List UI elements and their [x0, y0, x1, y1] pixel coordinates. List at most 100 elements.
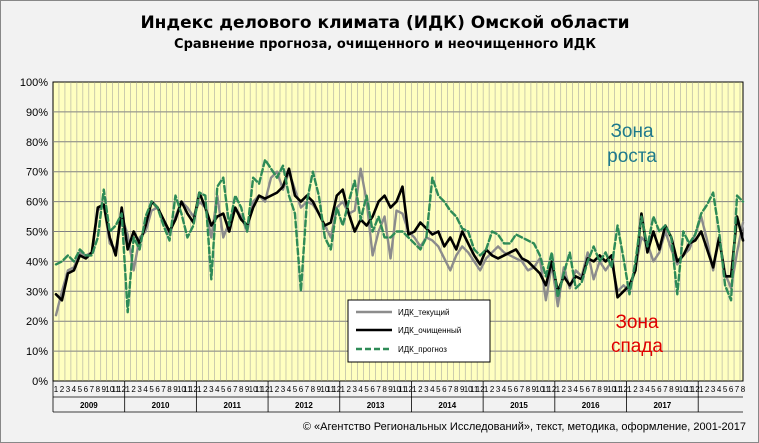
- x-month-label: 8: [311, 385, 316, 394]
- x-month-label: 7: [520, 385, 525, 394]
- x-month-label: 9: [388, 385, 393, 394]
- x-month-label: 5: [78, 385, 83, 394]
- x-month-label: 9: [245, 385, 250, 394]
- x-month-label: 6: [585, 385, 590, 394]
- x-month-label: 9: [532, 385, 537, 394]
- x-month-label: 7: [735, 385, 740, 394]
- x-month-label: 10: [607, 385, 616, 394]
- x-month-label: 1: [484, 385, 489, 394]
- x-month-label: 7: [448, 385, 453, 394]
- x-month-label: 4: [717, 385, 722, 394]
- y-tick-label: 0%: [32, 376, 48, 388]
- x-month-label: 1: [699, 385, 704, 394]
- footer-copyright: © «Агентство Региональных Исследований»,…: [303, 421, 746, 433]
- x-month-label: 6: [442, 385, 447, 394]
- x-month-label: 2: [203, 385, 208, 394]
- x-year-label: 2009: [80, 401, 98, 410]
- x-month-label: 4: [143, 385, 148, 394]
- x-month-label: 5: [579, 385, 584, 394]
- x-year-label: 2012: [295, 401, 313, 410]
- x-month-label: 5: [149, 385, 154, 394]
- x-month-label: 2: [346, 385, 351, 394]
- x-month-label: 11: [183, 385, 192, 394]
- x-month-label: 8: [167, 385, 172, 394]
- x-month-label: 7: [663, 385, 668, 394]
- x-month-label: 11: [685, 385, 694, 394]
- x-month-label: 1: [556, 385, 561, 394]
- x-month-label: 2: [490, 385, 495, 394]
- x-month-label: 12: [332, 385, 341, 394]
- x-month-label: 11: [112, 385, 121, 394]
- x-month-label: 5: [364, 385, 369, 394]
- legend-label-current: ИДК_текущий: [398, 308, 449, 317]
- x-month-label: 9: [102, 385, 107, 394]
- y-tick-label: 20%: [26, 316, 48, 328]
- x-year-label: 2016: [582, 401, 600, 410]
- chart-title: Индекс делового климата (ИДК) Омской обл…: [140, 13, 629, 33]
- x-month-label: 5: [436, 385, 441, 394]
- x-month-label: 7: [161, 385, 166, 394]
- x-month-label: 9: [317, 385, 322, 394]
- y-tick-label: 40%: [26, 256, 48, 268]
- x-year-label: 2017: [653, 401, 671, 410]
- x-month-label: 2: [418, 385, 423, 394]
- x-month-label: 8: [526, 385, 531, 394]
- x-month-label: 4: [72, 385, 77, 394]
- chart-subtitle: Сравнение прогноза, очищенного и неочище…: [174, 37, 596, 52]
- x-month-label: 10: [249, 385, 258, 394]
- x-month-label: 12: [189, 385, 198, 394]
- x-month-label: 4: [645, 385, 650, 394]
- zone-down-line1: Зона: [615, 312, 659, 333]
- x-month-label: 2: [705, 385, 710, 394]
- x-month-label: 5: [723, 385, 728, 394]
- y-tick-label: 10%: [26, 346, 48, 358]
- x-month-label: 12: [547, 385, 556, 394]
- x-month-label: 5: [508, 385, 513, 394]
- x-month-label: 7: [90, 385, 95, 394]
- x-month-label: 4: [215, 385, 220, 394]
- x-month-label: 2: [633, 385, 638, 394]
- x-month-label: 11: [613, 385, 622, 394]
- x-month-label: 2: [131, 385, 136, 394]
- x-year-label: 2015: [510, 401, 528, 410]
- x-month-label: 3: [424, 385, 429, 394]
- x-month-label: 1: [412, 385, 417, 394]
- x-month-label: 7: [376, 385, 381, 394]
- x-month-label: 4: [287, 385, 292, 394]
- x-month-label: 8: [741, 385, 746, 394]
- x-month-label: 10: [679, 385, 688, 394]
- x-month-label: 3: [352, 385, 357, 394]
- x-month-label: 11: [542, 385, 551, 394]
- x-month-label: 3: [209, 385, 214, 394]
- x-month-label: 3: [639, 385, 644, 394]
- x-month-label: 10: [177, 385, 186, 394]
- x-month-label: 8: [96, 385, 101, 394]
- x-month-label: 6: [84, 385, 89, 394]
- x-month-label: 2: [60, 385, 65, 394]
- x-month-label: 11: [470, 385, 479, 394]
- legend-label-cleaned: ИДК_очищенный: [398, 326, 461, 335]
- x-month-label: 6: [155, 385, 160, 394]
- x-month-label: 1: [341, 385, 346, 394]
- x-month-label: 8: [597, 385, 602, 394]
- x-month-label: 10: [392, 385, 401, 394]
- y-axis-ticks: 0% 10% 20% 30% 40% 50% 60% 70% 80% 90% 100%: [20, 77, 48, 388]
- x-month-label: 7: [305, 385, 310, 394]
- x-month-label: 6: [514, 385, 519, 394]
- x-month-label: 2: [562, 385, 567, 394]
- x-month-label: 6: [729, 385, 734, 394]
- x-month-label: 8: [454, 385, 459, 394]
- x-month-label: 12: [261, 385, 270, 394]
- x-month-label: 9: [173, 385, 178, 394]
- x-month-label: 7: [591, 385, 596, 394]
- x-month-label: 11: [327, 385, 336, 394]
- x-year-label: 2011: [224, 401, 242, 410]
- x-month-label: 5: [221, 385, 226, 394]
- x-month-label: 4: [502, 385, 507, 394]
- x-month-label: 3: [496, 385, 501, 394]
- x-month-label: 4: [358, 385, 363, 394]
- x-month-label: 8: [239, 385, 244, 394]
- x-month-label: 3: [137, 385, 142, 394]
- x-month-label: 12: [691, 385, 700, 394]
